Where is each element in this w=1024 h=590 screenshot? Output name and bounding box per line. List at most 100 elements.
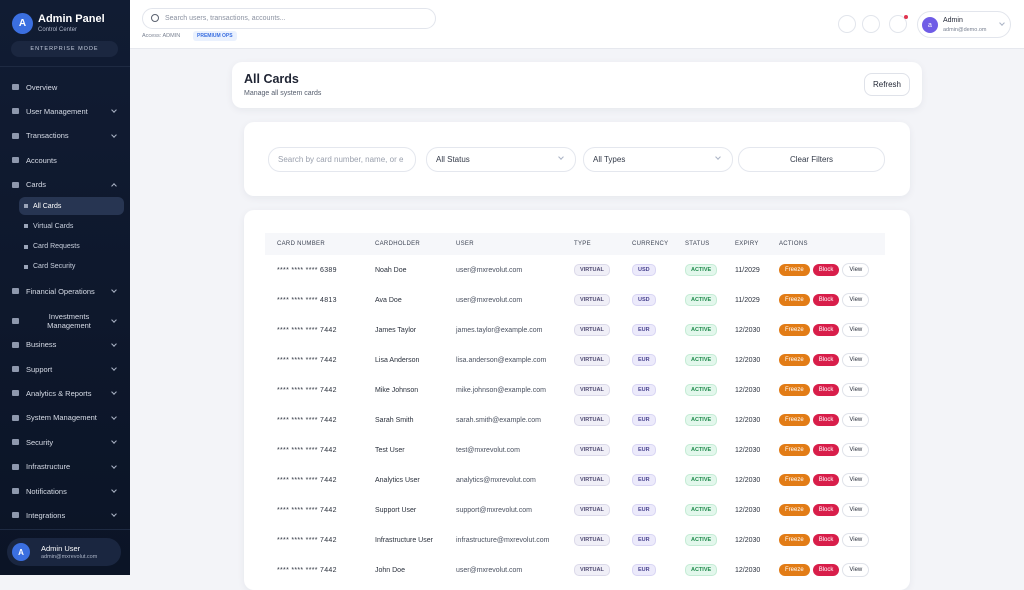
card-row: **** **** **** 7442 Test User test@mxrevol…	[265, 435, 885, 465]
nav-item[interactable]: Financial Operations	[6, 281, 124, 301]
cell: **** **** **** 7442	[277, 476, 337, 484]
nav-icon	[12, 84, 19, 90]
nav-item[interactable]: Transactions	[6, 126, 124, 146]
column-header: TYPE	[562, 233, 620, 255]
nav-item[interactable]: Accounts	[6, 150, 124, 170]
cell: 12/2030	[735, 476, 761, 484]
actions-cell: Freeze Block View	[767, 255, 885, 285]
action-button[interactable]: View	[842, 503, 870, 517]
action-button[interactable]: Block	[812, 384, 840, 396]
actions-cell: Freeze Block View	[767, 555, 885, 585]
clear-filters[interactable]: Clear Filters	[738, 147, 885, 172]
action-button[interactable]: Block	[812, 504, 840, 516]
badge: EUR	[632, 534, 656, 546]
nav-item[interactable]: Investments Management	[6, 310, 124, 332]
card-row: **** **** **** 4813 Ava Doe user@mxrevolut…	[265, 285, 885, 315]
cell: Analytics User	[375, 476, 420, 484]
nav-label: Security	[26, 437, 54, 447]
action-button[interactable]: Block	[812, 324, 840, 336]
sub-nav-item[interactable]: Virtual Cards	[19, 217, 124, 235]
chevron	[111, 365, 117, 371]
action-button[interactable]: Block	[812, 564, 840, 576]
action-button[interactable]: Freeze	[779, 534, 810, 546]
profile-menu[interactable]: a Admin admin@demo.om	[917, 11, 1011, 38]
action-button[interactable]: Freeze	[779, 384, 810, 396]
action-button[interactable]: Freeze	[779, 294, 810, 306]
action-button[interactable]: Block	[812, 414, 840, 426]
action-button[interactable]: View	[842, 533, 870, 547]
sub-nav-item[interactable]: Card Requests	[19, 238, 124, 256]
action-button[interactable]: Freeze	[779, 564, 810, 576]
action-button[interactable]: View	[842, 383, 870, 397]
action-button[interactable]: View	[842, 413, 870, 427]
cell: 12/2030	[735, 416, 761, 424]
icon-button[interactable]	[838, 15, 856, 33]
cell: EUR	[620, 555, 673, 585]
sidebar-user: A Admin User admin@mxrevolut.com	[7, 538, 121, 566]
action-button[interactable]: Block	[812, 264, 840, 276]
action-button[interactable]: Block	[812, 294, 840, 306]
action-button[interactable]: View	[842, 443, 870, 457]
action-button[interactable]: Freeze	[779, 504, 810, 516]
nav-item[interactable]: Analytics & Reports	[6, 383, 124, 403]
chevron	[111, 182, 117, 189]
nav-item[interactable]: Notifications	[6, 481, 124, 501]
action-button[interactable]: Freeze	[779, 264, 810, 276]
chevron	[999, 20, 1005, 26]
sub-nav-item[interactable]: Card Security	[19, 258, 124, 276]
cell: Sarah Smith	[375, 416, 414, 424]
action-button[interactable]: Freeze	[779, 414, 810, 426]
action-button[interactable]: View	[842, 293, 870, 307]
card-row: **** **** **** 7442 Infrastructure User in…	[265, 525, 885, 555]
badge: ACTIVE	[685, 474, 718, 486]
sub-nav-item[interactable]: All Cards	[19, 197, 124, 215]
nav-item[interactable]: System Management	[6, 408, 124, 428]
nav-icon	[12, 132, 19, 139]
refresh-button[interactable]: Refresh	[864, 73, 910, 96]
filter-search[interactable]: Search by card number, name, or e	[268, 147, 416, 172]
actions-cell: Freeze Block View	[767, 465, 885, 495]
action-button[interactable]: Block	[812, 444, 840, 456]
cell: **** **** **** 7442	[277, 536, 337, 544]
cell: VIRTUAL	[562, 285, 620, 315]
notification-dot	[904, 15, 908, 19]
badge: ACTIVE	[685, 414, 718, 426]
nav-item[interactable]: Security	[6, 432, 124, 452]
cell: Ava Doe	[375, 296, 402, 304]
nav-item[interactable]: Business	[6, 335, 124, 355]
cell: EUR	[620, 315, 673, 345]
nav-item[interactable]: Overview	[6, 77, 124, 97]
nav-item[interactable]: Support	[6, 359, 124, 379]
badge: VIRTUAL	[574, 444, 610, 456]
action-button[interactable]: Block	[812, 534, 840, 546]
action-button[interactable]: Freeze	[779, 474, 810, 486]
status-select[interactable]: All Status	[426, 147, 576, 172]
global-search[interactable]: Search users, transactions, accounts...	[142, 8, 436, 29]
action-button[interactable]: View	[842, 263, 870, 277]
action-button[interactable]: View	[842, 473, 870, 487]
action-button[interactable]: Freeze	[779, 324, 810, 336]
nav-item[interactable]: Infrastructure	[6, 457, 124, 477]
action-button[interactable]: View	[842, 323, 870, 337]
action-button[interactable]: Block	[812, 354, 840, 366]
action-button[interactable]: Freeze	[779, 354, 810, 366]
badge: VIRTUAL	[574, 474, 610, 486]
cell: VIRTUAL	[562, 255, 620, 285]
type-select[interactable]: All Types	[583, 147, 733, 172]
nav-icon	[12, 341, 19, 348]
column-header: CURRENCY	[620, 233, 673, 255]
nav-item[interactable]: Cards	[6, 175, 124, 195]
cell: James Taylor	[375, 326, 417, 334]
action-button[interactable]: Block	[812, 474, 840, 486]
icon-button[interactable]	[889, 15, 907, 33]
icon-button[interactable]	[862, 15, 880, 33]
action-button[interactable]: View	[842, 353, 870, 367]
sidebar: A Admin Panel Control Center ENTERPRISE MOD…	[0, 0, 130, 575]
column-header: USER	[444, 233, 562, 255]
action-button[interactable]: Freeze	[779, 444, 810, 456]
cell: EUR	[620, 435, 673, 465]
nav-item[interactable]: User Management	[6, 101, 124, 121]
badge: VIRTUAL	[574, 354, 610, 366]
nav-item[interactable]: Integrations	[6, 505, 124, 525]
nav-label: User Management	[26, 106, 88, 116]
